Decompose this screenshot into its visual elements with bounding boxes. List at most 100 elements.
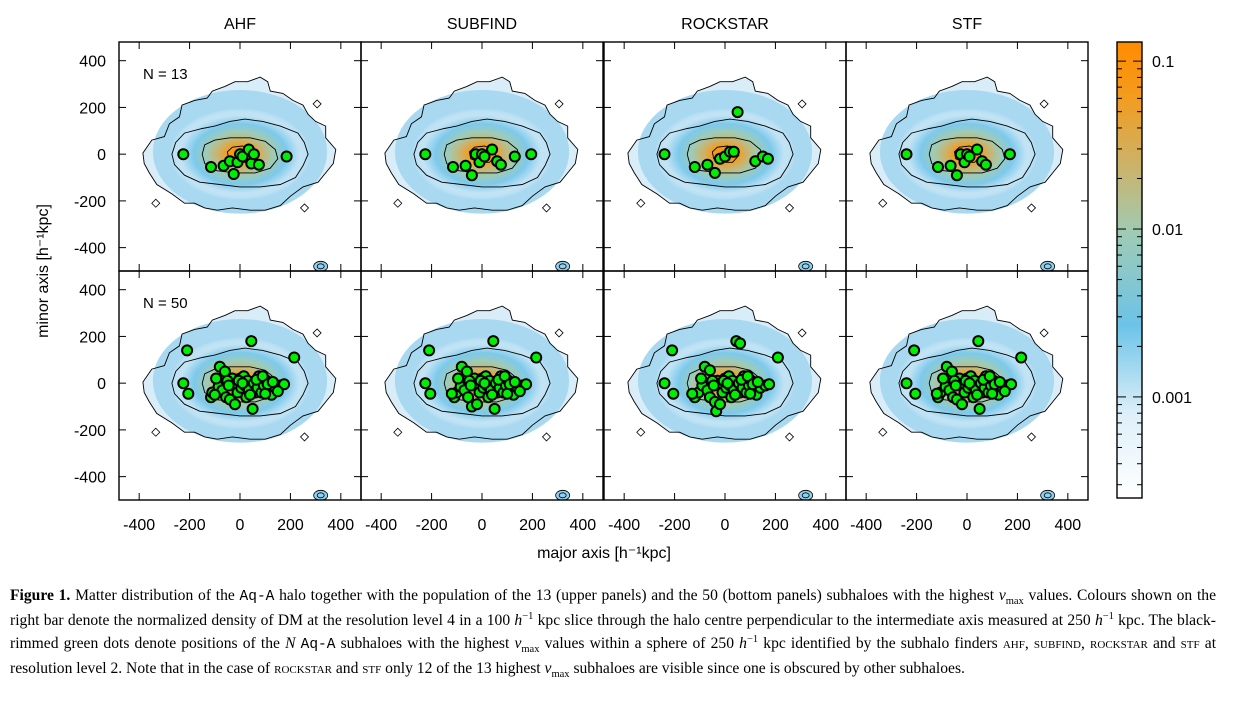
caption-v: v: [544, 660, 552, 677]
caption-rockstar: rockstar: [1090, 635, 1148, 652]
subhalo-point: [708, 166, 721, 179]
subhalo-point: [771, 351, 784, 364]
x-tick-label: 0: [478, 517, 487, 534]
x-tick-label: 200: [519, 517, 546, 534]
subhalo-point: [701, 158, 714, 171]
caption-stf: stf: [362, 660, 382, 677]
subhalo-point: [447, 161, 459, 173]
contour-mid: [413, 118, 551, 188]
subhalo-point: [266, 376, 279, 388]
subhalo-point: [247, 148, 260, 161]
subhalo-point: [666, 344, 679, 357]
satellite-contour-inner: [558, 263, 567, 270]
subhalo-point: [695, 372, 708, 385]
contour-mid: [413, 347, 551, 417]
subhalo-point: [909, 387, 922, 400]
satellite-contour: [313, 260, 329, 271]
contour-mid: [171, 118, 309, 188]
colorbar-tick-label: 0.1: [1152, 54, 1174, 71]
subhalo-point: [707, 379, 720, 392]
y-tick-label: -400: [74, 241, 106, 258]
subhalo-point: [280, 150, 293, 163]
satellite-contour-inner: [1043, 263, 1052, 270]
y-tick-label: 200: [79, 100, 106, 117]
y-tick-label: 0: [97, 147, 106, 164]
small-contour: [312, 99, 322, 109]
caption-text: at resolution level 2. Note that in the …: [10, 635, 1217, 677]
small-contour: [878, 198, 888, 208]
caption-text: kpc. The black-rimmed green dots denote …: [10, 612, 1217, 652]
caption-exp: −1: [1102, 610, 1114, 622]
contour-mid: [656, 347, 794, 417]
caption-text: and: [1147, 635, 1181, 652]
axes-layer: AHF SUBFIND ROCKSTAR STF N = 13 N = 50 400 200 0…: [35, 16, 1089, 562]
x-tick-label: 400: [812, 517, 839, 534]
x-tick-label: 0: [721, 517, 730, 534]
caption-v: v: [514, 635, 522, 652]
caption-aqa: Aq-A: [239, 589, 275, 605]
colorbar-fill: [1116, 41, 1143, 499]
small-contour: [151, 427, 161, 437]
caption-v: v: [998, 587, 1006, 604]
subhalo-point: [419, 148, 432, 161]
contour-inner: [928, 137, 1006, 174]
small-contour: [541, 203, 552, 213]
contour-outer: [384, 305, 579, 440]
satellite-contour: [1040, 260, 1056, 271]
panel-title: AHF: [224, 16, 256, 33]
subhalo-point: [908, 344, 921, 357]
caption-text: subhaloes are visible since one is obscu…: [569, 660, 965, 677]
small-contour: [1026, 203, 1037, 213]
x-tick-label: -400: [365, 517, 397, 534]
y-tick-label: 400: [79, 283, 106, 300]
panel-title: STF: [952, 16, 982, 33]
y-axis-label: minor axis [h⁻¹kpc]: [35, 204, 52, 338]
caption-text: Matter distribution of the: [70, 587, 240, 604]
x-tick-label: 400: [1054, 517, 1081, 534]
subhalo-point: [998, 385, 1011, 398]
caption-h: h: [1094, 612, 1103, 629]
figure-caption: Figure 1. Matter distribution of the Aq-…: [10, 584, 1216, 680]
subhalo-point: [245, 335, 258, 348]
contour-outer: [142, 305, 337, 440]
contour-mid: [898, 118, 1036, 188]
caption-exp: −1: [746, 633, 759, 645]
subhalo-point: [721, 377, 734, 390]
subhalo-point: [729, 388, 742, 401]
x-tick-label: -400: [850, 517, 882, 534]
contour-outer: [627, 76, 822, 211]
small-contour: [797, 328, 807, 338]
subhalo-point: [937, 372, 950, 385]
y-tick-label: 200: [79, 329, 106, 346]
y-tick-label: 0: [97, 376, 106, 393]
subhalo-point: [423, 344, 436, 357]
x-tick-label: 200: [277, 517, 304, 534]
subhalo-point: [419, 377, 432, 390]
colorbar-tick-label: 0.01: [1152, 222, 1183, 239]
small-contour: [299, 432, 310, 442]
panel-title: ROCKSTAR: [681, 16, 769, 33]
caption-rockstar: rockstar: [274, 660, 332, 677]
caption-text: kpc slice through the halo centre perpen…: [533, 612, 1095, 629]
subhalo-point: [236, 377, 249, 390]
panel-subfind-row2: [361, 271, 603, 500]
row-label: N = 50: [143, 295, 188, 312]
subhalo-point: [963, 377, 976, 390]
small-contour: [554, 328, 564, 338]
subhalo-point: [950, 169, 963, 182]
small-contour: [636, 427, 646, 437]
subhalo-point: [658, 148, 671, 161]
subhalo-point: [530, 351, 543, 364]
caption-text: ,: [1024, 635, 1034, 652]
x-tick-label: -200: [416, 517, 448, 534]
small-contour: [541, 432, 552, 442]
figure: AHF SUBFIND ROCKSTAR STF N = 13 N = 50 400 200 0…: [35, 16, 1192, 562]
contour-mid: [171, 347, 309, 417]
caption-aqa: Aq-A: [300, 637, 336, 653]
x-tick-label: -400: [608, 517, 640, 534]
subhalo-point: [464, 379, 477, 392]
caption-text: values. Colours shown on the right bar d…: [10, 587, 1216, 629]
small-contour: [1026, 432, 1037, 442]
subhalo-point: [703, 364, 716, 377]
y-tick-label: -200: [74, 423, 106, 440]
